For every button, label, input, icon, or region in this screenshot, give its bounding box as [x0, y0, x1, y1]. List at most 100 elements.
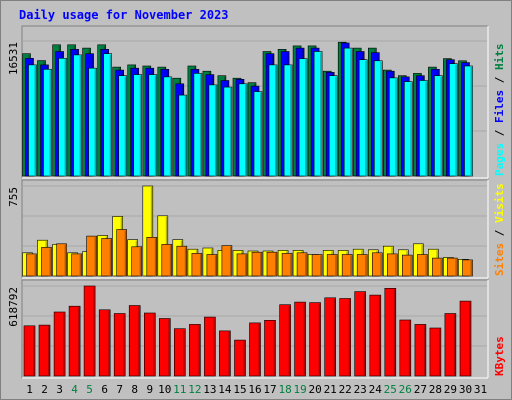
bar-shade [393, 289, 396, 376]
bar-shade [214, 85, 217, 176]
bar-kbytes-day-7 [113, 313, 126, 377]
bar-shade [184, 247, 187, 276]
panel-max-label: 16531 [7, 42, 20, 75]
panel-side-labels: Sites / Visits [493, 183, 506, 276]
bar-shade [425, 81, 427, 176]
bar-kbytes-day-18 [279, 304, 291, 377]
x-tick-label-day-21: 21 [324, 383, 337, 396]
bar-pages-day-4 [73, 54, 82, 177]
bar-shade [229, 88, 232, 176]
bar-shade [94, 237, 97, 276]
bar-shade [303, 303, 306, 376]
bar-sites-day-20 [311, 254, 323, 277]
bar-shade [64, 59, 67, 176]
x-tick-label-day-22: 22 [339, 383, 352, 396]
x-tick-label-day-24: 24 [369, 383, 383, 396]
bar-shade [470, 260, 472, 276]
bar-shade [438, 329, 441, 376]
bar-kbytes-day-26 [399, 319, 412, 377]
bar-shade [34, 65, 36, 176]
x-tick-label-day-10: 10 [158, 383, 171, 396]
bar-sites-day-5 [86, 235, 97, 277]
bar-shade [453, 314, 456, 376]
bar-shade [49, 248, 51, 276]
x-tick-label-day-18: 18 [278, 383, 291, 396]
bar-sites-day-26 [401, 254, 413, 277]
bar-sites-day-12 [191, 253, 203, 277]
x-tick-label-day-20: 20 [308, 383, 321, 396]
bar-shade [183, 329, 185, 376]
bar-pages-day-25 [388, 77, 398, 177]
bar-sites-day-24 [371, 252, 383, 277]
bar-kbytes-day-15 [234, 339, 246, 377]
bar-sites-day-2 [41, 247, 52, 277]
bar-sites-day-8 [131, 246, 142, 277]
bar-pages-day-30 [464, 65, 473, 177]
bar-kbytes-day-17 [264, 319, 276, 377]
bar-shade [408, 321, 411, 376]
x-tick-label-day-3: 3 [56, 383, 63, 396]
bar-shade [199, 74, 202, 176]
bar-kbytes-day-22 [339, 298, 352, 377]
bar-kbytes-day-12 [189, 324, 201, 377]
bar-kbytes-day-2 [38, 324, 51, 377]
x-tick-label-day-23: 23 [354, 383, 367, 396]
x-tick-label-day-25: 25 [384, 383, 397, 396]
x-tick-label-day-13: 13 [203, 383, 216, 396]
bar-sites-day-14 [221, 245, 233, 277]
bar-shade [305, 59, 307, 176]
bar-shade [305, 253, 307, 276]
bar-shade [108, 310, 110, 376]
bar-shade [139, 247, 142, 276]
bar-shade [335, 76, 337, 176]
bar-sites-day-18 [281, 253, 293, 277]
x-tick-label-day-1: 1 [26, 383, 33, 396]
bar-kbytes-day-24 [369, 294, 382, 377]
bar-pages-day-1 [28, 64, 37, 177]
bar-shade [198, 325, 200, 376]
bar-pages-day-5 [88, 67, 97, 177]
bar-shade [154, 75, 157, 176]
bar-shade [380, 253, 382, 276]
side-label-separator: / [493, 70, 506, 90]
bar-shade [350, 255, 352, 276]
bar-shade [260, 253, 262, 276]
bar-sites-day-7 [116, 229, 127, 277]
bar-pages-day-7 [118, 75, 127, 177]
bar-kbytes-day-27 [414, 324, 427, 377]
bar-kbytes-day-10 [159, 318, 171, 377]
bar-shade [153, 314, 155, 376]
x-tick-label-day-2: 2 [41, 383, 48, 396]
bar-shade [423, 325, 426, 376]
x-tick-label-day-31: 31 [474, 383, 487, 396]
bar-shade [93, 287, 95, 376]
bar-pages-day-3 [58, 57, 67, 177]
bar-kbytes-day-30 [459, 300, 472, 377]
bar-sites-day-10 [161, 244, 173, 277]
bar-pages-day-26 [403, 81, 413, 177]
chart-panels: 16531 Pages / Files / Hits 755 Sites / Visi… [7, 25, 506, 379]
x-tick-label-day-27: 27 [414, 383, 427, 396]
side-label-files: Files [493, 90, 506, 123]
bar-sites-day-27 [417, 254, 428, 277]
bar-shade [469, 302, 471, 376]
bar-shade [243, 341, 245, 376]
bar-pages-day-17 [268, 64, 278, 177]
bar-shade [63, 313, 65, 376]
bar-shade [48, 326, 50, 376]
bar-shade [34, 254, 36, 276]
x-tick-label-day-8: 8 [131, 383, 138, 396]
x-tick-label-day-5: 5 [86, 383, 93, 396]
x-tick-label-day-17: 17 [263, 383, 276, 396]
bar-sites-day-15 [236, 253, 248, 277]
bar-kbytes-day-21 [324, 297, 337, 377]
bar-shade [139, 75, 142, 176]
side-label-separator: / [493, 123, 506, 143]
side-label-sites: Sites [493, 243, 506, 276]
bar-shade [168, 319, 170, 376]
bar-kbytes-day-1 [23, 325, 36, 377]
x-tick-label-day-15: 15 [233, 383, 246, 396]
bar-pages-day-13 [208, 84, 218, 177]
